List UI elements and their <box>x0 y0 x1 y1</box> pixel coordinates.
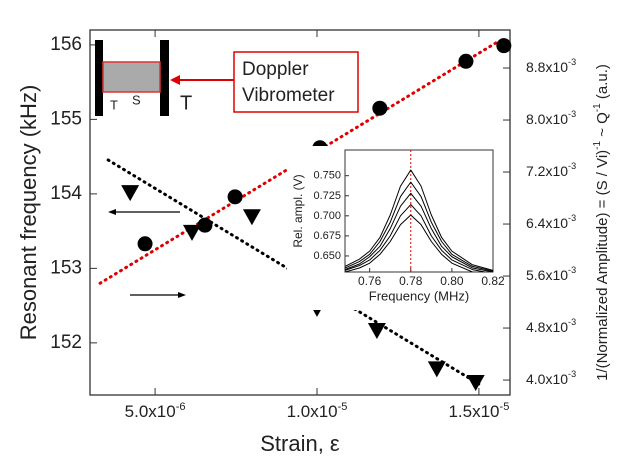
main-chart: 5.0x10-6 1.0x10-5 1.5x10-51521531541551564… <box>16 29 611 456</box>
resonance-curve <box>345 192 493 272</box>
x-tick-label: 0.78 <box>399 274 423 288</box>
y-tick-label: 155 <box>50 108 82 129</box>
y-tick-label: 154 <box>50 183 82 204</box>
x-tick-label: 0.82 <box>481 274 505 288</box>
plot-frame <box>89 29 511 396</box>
y2-tick-label-base: 7.2x10 <box>526 163 568 179</box>
inset-background <box>287 146 499 310</box>
inset-frame <box>344 149 494 273</box>
y2-title-part: (a.u.) <box>594 64 611 103</box>
y2-tick-label-base: 6.4x10 <box>526 215 568 231</box>
clamp <box>160 40 169 116</box>
y2-title-exponent: -1 <box>592 103 603 112</box>
x-axis-title: Strain, ε <box>260 431 340 456</box>
direction-arrows <box>108 209 186 298</box>
clamp-label: T <box>110 97 118 112</box>
data-point <box>372 100 388 116</box>
data-point <box>121 185 140 202</box>
y2-tick-label-exponent: -3 <box>568 161 576 171</box>
device-box <box>233 51 359 113</box>
y2-tick-label: 8.8x10-3 <box>526 57 576 74</box>
y-tick-label-base: 0.650 <box>313 250 341 262</box>
x-tick-label: 0.80 <box>440 274 464 288</box>
x-tick-label-base: 0.80 <box>440 274 464 288</box>
data-point <box>367 322 386 339</box>
resonance-curve <box>345 169 493 271</box>
sample-label: S <box>132 92 141 107</box>
x-tick-label-base: 5.0x10 <box>125 402 176 421</box>
data-point <box>242 209 261 226</box>
data-point <box>197 217 213 233</box>
arrow-head <box>108 209 116 215</box>
y2-tick-label: 4.8x10-3 <box>526 317 576 334</box>
x-tick-label: 1.0x10-5 <box>287 401 348 422</box>
y2-title-part: ~ Q <box>594 112 611 141</box>
x-axis-title: Frequency (MHz) <box>369 288 469 303</box>
y2-tick-label-exponent: -3 <box>568 369 576 379</box>
y2-tick-label-base: 5.6x10 <box>526 267 568 283</box>
y2-axis-title: 1/(Normalized Amplitude) = (S / Vi)-1 ~ … <box>592 64 611 381</box>
y-axis-title: Resonant frequency (kHz) <box>16 85 41 341</box>
y2-tick-label: 8.0x10-3 <box>526 109 576 126</box>
y2-tick-label-exponent: -3 <box>568 109 576 119</box>
data-point <box>427 361 446 378</box>
y-tick-label-base: 0.700 <box>313 210 341 222</box>
resonance-curve <box>345 204 488 272</box>
y2-tick-label: 4.0x10-3 <box>526 369 576 386</box>
x-tick-label-exponent: -6 <box>176 401 186 413</box>
y2-tick-label: 5.6x10-3 <box>526 265 576 282</box>
y-tick-label: 0.725 <box>313 190 341 202</box>
x-tick-label: 1.5x10-5 <box>448 401 509 422</box>
device-label: Doppler <box>242 59 309 80</box>
device-label: Vibrometer <box>242 85 335 106</box>
data-point <box>183 224 202 241</box>
x-tick-label-base: 1.0x10 <box>287 402 338 421</box>
y2-tick-label-base: 8.0x10 <box>526 111 568 127</box>
y-tick-label: 0.650 <box>313 250 341 262</box>
y2-tick-label-base: 4.8x10 <box>526 319 568 335</box>
data-point <box>466 374 485 391</box>
y-tick-label: 0.675 <box>313 230 341 242</box>
x-tick-label-exponent: -5 <box>338 401 348 413</box>
schematic: T S T Doppler Vibrometer <box>95 40 359 116</box>
resonance-curve <box>345 214 477 272</box>
arrow-head <box>178 292 186 298</box>
y2-title-exponent: -1 <box>592 141 603 150</box>
y2-tick-label-exponent: -3 <box>568 213 576 223</box>
inset-chart: 0.76 0.78 0.80 0.82 0.650 0.675 0.700 0.725 0.75… <box>287 146 505 310</box>
y2-tick-label-exponent: -3 <box>568 317 576 327</box>
x-tick-label-exponent: -5 <box>500 401 510 413</box>
y-tick-label-base: 0.675 <box>313 230 341 242</box>
clamp <box>95 40 103 116</box>
y-tick-label: 0.750 <box>313 170 341 182</box>
y-tick-label-base: 0.725 <box>313 190 341 202</box>
resonance-curve <box>345 181 493 272</box>
data-point <box>458 53 474 69</box>
y-axis-title: Rel. ampl. (V) <box>291 174 305 247</box>
x-tick-label: 5.0x10-6 <box>125 401 186 422</box>
y-tick-label: 0.700 <box>313 210 341 222</box>
y2-tick-label-exponent: -3 <box>568 265 576 275</box>
y-tick-label-base: 0.750 <box>313 170 341 182</box>
data-point <box>227 189 243 205</box>
x-tick-label: 0.76 <box>358 274 382 288</box>
y2-tick-label-base: 8.8x10 <box>526 59 568 75</box>
y2-tick-label-exponent: -3 <box>568 57 576 67</box>
sample-beam <box>102 61 161 93</box>
y-tick-label: 153 <box>50 257 82 278</box>
x-tick-label-base: 1.5x10 <box>448 402 499 421</box>
inset-plot-area <box>345 150 493 272</box>
y2-tick-label: 6.4x10-3 <box>526 213 576 230</box>
clamp-label: T <box>180 92 192 114</box>
y-tick-label: 152 <box>50 332 82 353</box>
data-point <box>137 236 153 252</box>
arrow-head <box>170 75 180 85</box>
y2-tick-label: 7.2x10-3 <box>526 161 576 178</box>
data-point <box>496 38 512 54</box>
y-tick-label: 156 <box>50 34 82 55</box>
y2-title-part: 1/(Normalized Amplitude) = (S / Vi) <box>594 150 611 381</box>
y2-tick-label-base: 4.0x10 <box>526 371 568 387</box>
